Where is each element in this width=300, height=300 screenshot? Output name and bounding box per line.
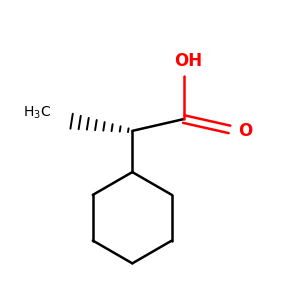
Text: OH: OH xyxy=(174,52,202,70)
Text: H$_3$C: H$_3$C xyxy=(23,105,51,122)
Text: O: O xyxy=(238,122,253,140)
